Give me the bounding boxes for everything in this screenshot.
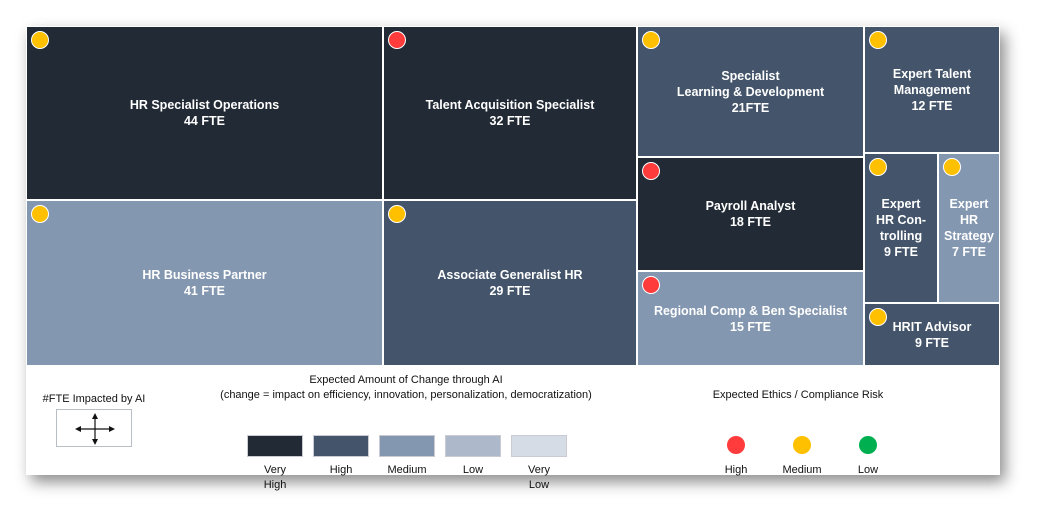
- swatch-low: [445, 435, 501, 457]
- tile-payroll-analyst: Payroll Analyst 18 FTE: [637, 157, 864, 271]
- swatch-label-high: High: [329, 464, 353, 476]
- change-legend-title: Expected Amount of Change through AI: [309, 374, 503, 386]
- risk-legend-dot-low: [859, 436, 877, 454]
- tile-regional-comp-ben-specialist: Regional Comp & Ben Specialist 15 FTE: [637, 271, 864, 366]
- risk-dot: [642, 162, 660, 180]
- tile-hr-specialist-operations: HR Specialist Operations 44 FTE: [26, 26, 383, 200]
- risk-legend-title: Expected Ethics / Compliance Risk: [712, 389, 884, 401]
- tile-label: HR Business Partner 41 FTE: [142, 268, 267, 298]
- swatch-label-very-low: Very Low: [527, 464, 550, 491]
- risk-dot: [869, 308, 887, 326]
- tile-label: Expert HR Con- trolling 9 FTE: [876, 197, 926, 259]
- swatch-very-high: [247, 435, 303, 457]
- risk-dot: [642, 276, 660, 294]
- tile-expert-hr-strategy: Expert HR Strategy 7 FTE: [938, 153, 1000, 303]
- risk-legend-label-low: Low: [857, 464, 879, 476]
- change-legend-subtitle: (change = impact on efficiency, innovati…: [220, 389, 592, 401]
- risk-legend-dot-medium: [793, 436, 811, 454]
- risk-dot: [869, 31, 887, 49]
- swatch-label-very-high: Very High: [263, 464, 287, 491]
- risk-dot: [31, 31, 49, 49]
- legend: #FTE Impacted by AI Expected Amount of C…: [26, 366, 1000, 491]
- tile-label: Payroll Analyst 18 FTE: [705, 199, 796, 229]
- size-legend-title: #FTE Impacted by AI: [42, 393, 146, 405]
- risk-dot: [943, 158, 961, 176]
- risk-dot: [388, 31, 406, 49]
- treemap: HR Specialist Operations 44 FTE Talent A…: [26, 26, 1000, 366]
- risk-legend-dot-high: [727, 436, 745, 454]
- swatch-high: [313, 435, 369, 457]
- tile-label: HRIT Advisor 9 FTE: [892, 319, 972, 350]
- swatch-label-low: Low: [462, 464, 484, 476]
- tile-label: Associate Generalist HR 29 FTE: [437, 268, 583, 298]
- risk-legend-label-high: High: [724, 464, 748, 476]
- tile-expert-talent-management: Expert Talent Management 12 FTE: [864, 26, 1000, 153]
- tile-hr-business-partner: HR Business Partner 41 FTE: [26, 200, 383, 366]
- tile-label: Expert HR Strategy 7 FTE: [943, 197, 995, 259]
- risk-dot: [31, 205, 49, 223]
- tile-specialist-learning-development: Specialist Learning & Development 21FTE: [637, 26, 864, 157]
- tile-associate-generalist-hr: Associate Generalist HR 29 FTE: [383, 200, 637, 366]
- tile-hrit-advisor: HRIT Advisor 9 FTE: [864, 303, 1000, 366]
- risk-dot: [388, 205, 406, 223]
- swatch-label-medium: Medium: [387, 464, 427, 476]
- swatch-very-low: [511, 435, 567, 457]
- tile-label: HR Specialist Operations 44 FTE: [129, 98, 280, 128]
- swatch-medium: [379, 435, 435, 457]
- risk-dot: [642, 31, 660, 49]
- tile-label: Talent Acquisition Specialist 32 FTE: [425, 98, 595, 128]
- risk-legend-label-medium: Medium: [782, 464, 822, 476]
- tile-label: Expert Talent Management 12 FTE: [892, 66, 972, 113]
- tile-label: Regional Comp & Ben Specialist 15 FTE: [653, 303, 848, 334]
- tile-expert-hr-controlling: Expert HR Con- trolling 9 FTE: [864, 153, 938, 303]
- risk-dot: [869, 158, 887, 176]
- tile-talent-acquisition-specialist: Talent Acquisition Specialist 32 FTE: [383, 26, 637, 200]
- resize-arrows-icon: [56, 409, 132, 447]
- tile-label: Specialist Learning & Development 21FTE: [676, 68, 825, 115]
- treemap-card: HR Specialist Operations 44 FTE Talent A…: [26, 26, 1000, 491]
